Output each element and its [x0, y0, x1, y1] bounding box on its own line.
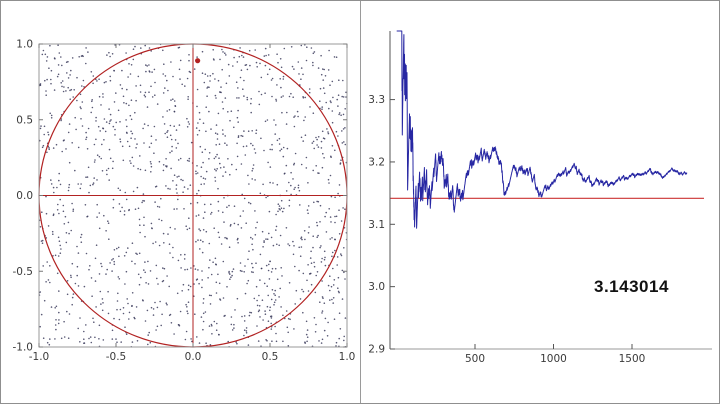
svg-text:1500: 1500: [619, 353, 646, 365]
svg-text:2.9: 2.9: [368, 344, 385, 356]
svg-text:0.0: 0.0: [185, 351, 202, 363]
svg-text:1000: 1000: [540, 353, 567, 365]
svg-text:500: 500: [465, 353, 485, 365]
svg-text:-1.0: -1.0: [13, 342, 34, 354]
svg-text:3.0: 3.0: [368, 281, 385, 293]
svg-text:0.5: 0.5: [16, 114, 33, 126]
svg-text:3.3: 3.3: [368, 94, 385, 106]
svg-text:1.0: 1.0: [339, 351, 356, 363]
convergence-plot: 2.9 3.0 3.1 3.2 3.3 500 1000 1500: [368, 30, 712, 365]
svg-text:3.1: 3.1: [368, 219, 385, 231]
svg-text:0.5: 0.5: [262, 351, 279, 363]
convergence-panel: 2.9 3.0 3.1 3.2 3.3 500 1000 1500 3.143014: [362, 1, 719, 403]
svg-text:-1.0: -1.0: [29, 351, 50, 363]
svg-text:-0.5: -0.5: [106, 351, 127, 363]
svg-text:0.0: 0.0: [16, 190, 33, 202]
scatter-plot: -1.0 -0.5 0.0 0.5 1.0 -1.0 -0.5 0.0 0.5 1.0: [13, 39, 356, 364]
svg-text:3.2: 3.2: [368, 156, 385, 168]
svg-text:-0.5: -0.5: [13, 266, 34, 278]
svg-text:1.0: 1.0: [16, 39, 33, 51]
scatter-panel: -1.0 -0.5 0.0 0.5 1.0 -1.0 -0.5 0.0 0.5 1.0: [1, 1, 361, 403]
pi-estimate-value: 3.143014: [594, 277, 669, 296]
